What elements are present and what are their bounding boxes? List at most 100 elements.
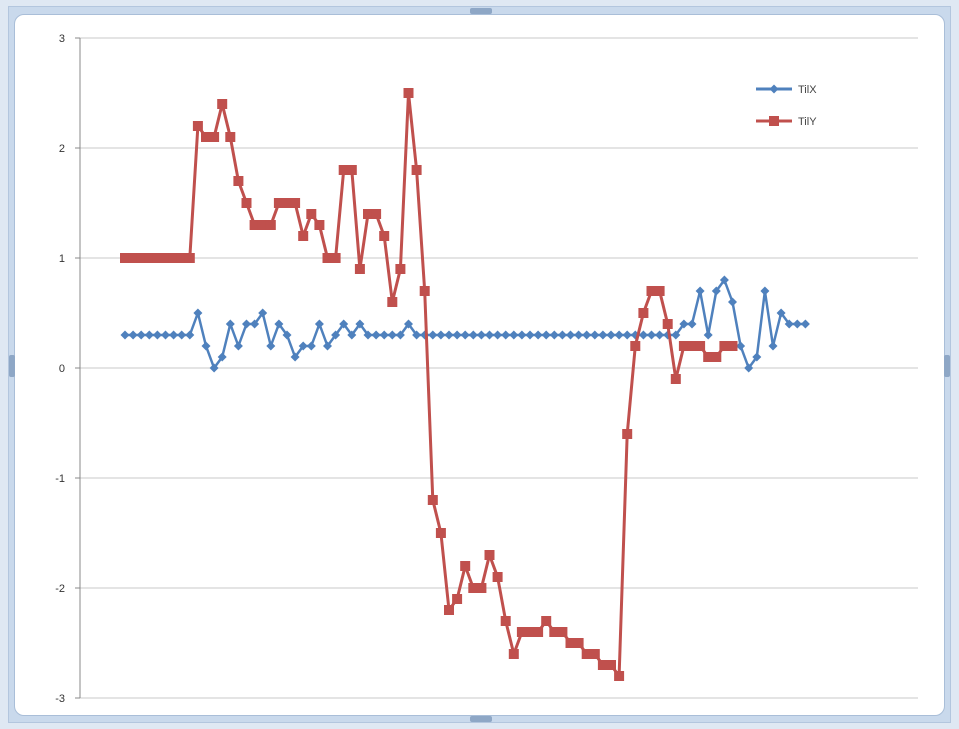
data-point [736, 341, 746, 351]
data-point [411, 165, 422, 175]
data-point [427, 495, 438, 505]
data-point [306, 209, 317, 219]
data-point [792, 319, 802, 329]
data-point [614, 671, 625, 681]
data-point [468, 583, 479, 593]
data-point [500, 616, 511, 626]
data-point [249, 220, 260, 230]
y-tick-label: 0 [59, 363, 65, 375]
legend: TilX TilY [756, 84, 817, 128]
data-point [225, 132, 236, 142]
data-point [744, 363, 754, 373]
data-point [460, 561, 471, 571]
data-point [574, 330, 584, 340]
legend-item: TilY [756, 116, 817, 128]
data-point [152, 253, 163, 263]
series-tily [120, 88, 738, 681]
data-point [565, 638, 576, 648]
data-point [435, 528, 446, 538]
resize-handle-top[interactable] [470, 8, 492, 14]
data-point [338, 165, 349, 175]
data-point [622, 330, 632, 340]
data-point [647, 330, 656, 340]
data-point [719, 341, 730, 351]
data-point [597, 660, 608, 670]
data-point [363, 209, 373, 219]
data-point [703, 352, 714, 362]
data-point [298, 231, 309, 241]
data-point [606, 330, 616, 340]
data-point [695, 341, 706, 351]
data-point [395, 264, 406, 274]
data-point [314, 319, 324, 329]
data-point [606, 660, 616, 670]
data-point [339, 319, 349, 329]
data-point [242, 319, 251, 329]
data-point [444, 605, 454, 615]
data-point [355, 319, 365, 329]
data-point [687, 341, 697, 351]
data-point [136, 330, 146, 340]
data-point [217, 352, 227, 362]
data-point [760, 286, 770, 296]
y-tick-label: -2 [55, 583, 65, 595]
data-point [387, 330, 397, 340]
data-point [290, 352, 300, 362]
legend-label: TilY [798, 116, 817, 128]
data-point [614, 330, 624, 340]
data-point [549, 627, 560, 637]
data-point [484, 550, 495, 560]
data-point [395, 330, 405, 340]
data-point [120, 253, 130, 263]
data-point [225, 319, 235, 329]
data-point [581, 649, 592, 659]
data-point [784, 319, 794, 329]
data-point [404, 319, 413, 329]
data-point [250, 319, 260, 329]
data-point [436, 330, 446, 340]
data-point [274, 319, 284, 329]
data-point [266, 341, 276, 351]
data-point [128, 330, 138, 340]
data-point [412, 330, 422, 340]
data-point [233, 176, 244, 186]
data-point [128, 253, 139, 263]
resize-handle-left[interactable] [9, 355, 15, 377]
legend-item: TilX [756, 84, 817, 96]
data-point [525, 330, 535, 340]
data-point [776, 308, 786, 318]
data-point [638, 330, 648, 340]
data-point [379, 231, 390, 241]
data-point [209, 363, 219, 373]
data-point [331, 330, 341, 340]
data-point [330, 253, 341, 263]
data-point [476, 330, 486, 340]
series-tilx [120, 275, 810, 373]
legend-marker [769, 116, 779, 126]
data-point [655, 330, 665, 340]
data-point [476, 583, 487, 593]
data-point [622, 429, 633, 439]
data-point [176, 253, 187, 263]
data-point [630, 341, 641, 351]
data-point [169, 330, 179, 340]
series-line [125, 91, 733, 678]
data-point [152, 330, 162, 340]
data-point [752, 352, 762, 362]
resize-handle-bottom[interactable] [470, 716, 492, 722]
data-point [346, 165, 357, 175]
data-point [379, 330, 389, 340]
data-point [566, 330, 575, 340]
data-point [508, 649, 519, 659]
data-point [727, 341, 738, 351]
data-point [371, 330, 381, 340]
data-point [444, 330, 454, 340]
series-group [120, 88, 810, 681]
data-point [590, 330, 600, 340]
data-point [306, 341, 316, 351]
data-point [314, 220, 325, 230]
data-point [678, 341, 689, 351]
data-point [452, 594, 463, 604]
resize-handle-right[interactable] [944, 355, 950, 377]
y-tick-label: 1 [59, 253, 65, 265]
